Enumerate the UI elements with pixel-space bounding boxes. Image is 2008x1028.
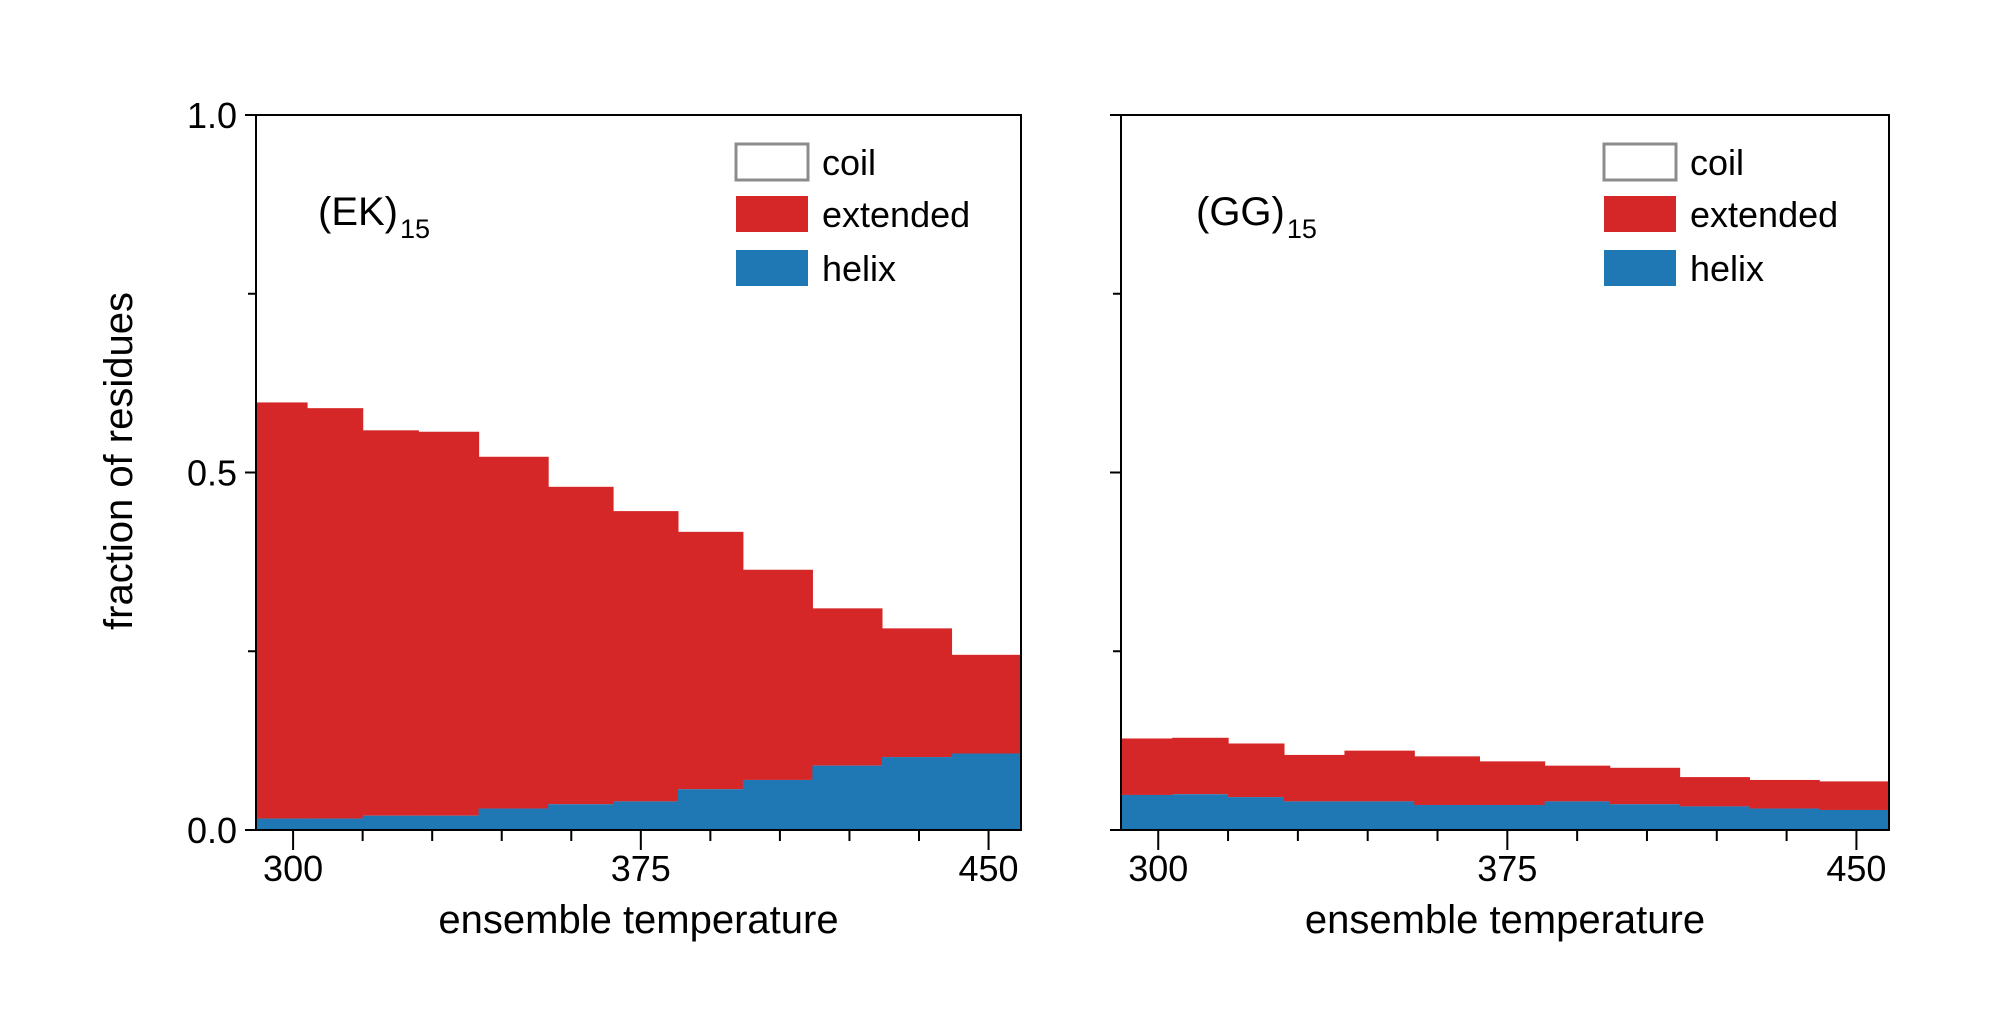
legend-label-extended: extended [822,194,970,235]
extended-bar [1819,781,1890,810]
extended-bar [418,431,480,816]
extended-bar [677,531,744,790]
legend-swatch-extended [736,196,808,232]
helix-bar [1121,794,1173,830]
legend-label-coil: coil [822,142,876,183]
helix-bar [742,779,813,830]
extended-bar [548,486,614,805]
helix-bar [307,818,364,830]
helix-bar [951,753,1022,830]
x-tick-label: 450 [1826,848,1886,889]
y-axis-label-group: fraction of residues [97,292,141,630]
extended-bar [1479,761,1546,805]
legend-label-helix: helix [1690,248,1764,289]
helix-bar [677,789,744,830]
x-axis-label: ensemble temperature [438,898,838,942]
panel-label: (EK) [318,190,398,234]
legend-swatch-helix [1604,250,1676,286]
helix-bar [362,815,419,830]
legend-swatch-coil [1602,142,1678,182]
helix-bar [1544,801,1611,830]
legend-label-coil: coil [1690,142,1744,183]
panel-label: (GG) [1196,190,1285,234]
extended-bar [742,569,813,780]
y-tick-label: 0.0 [187,810,237,851]
x-tick-label: 375 [611,848,671,889]
helix-bar [1344,801,1415,830]
extended-bar [1172,737,1229,795]
legend-label-helix: helix [822,248,896,289]
extended-bar [1283,754,1346,802]
extended-bar [1544,765,1611,802]
helix-bar [418,815,480,830]
legend-swatch-helix [736,250,808,286]
helix-bar [256,818,308,830]
x-tick-label: 300 [1128,848,1188,889]
y-axis-label: fraction of residues [97,292,141,630]
extended-bar [1121,738,1173,795]
extended-bar [307,408,364,819]
helix-bar [1479,804,1546,830]
extended-bar [1609,767,1681,805]
helix-bar [1609,804,1681,830]
panel-ek15: 0.0 0.5 1.0 300 375 450 ensemble temperature (E… [187,95,1022,942]
extended-bar [1679,777,1750,807]
legend-swatch-extended [1604,196,1676,232]
extended-bar [951,654,1022,754]
panel-gg15: 300 375 450 ensemble temperature (GG) 15 coil e… [1110,114,1890,942]
helix-bar [1283,801,1346,830]
helix-bar [1819,809,1890,830]
extended-bar [478,456,549,809]
helix-bar [478,808,549,830]
legend-label-extended: extended [1690,194,1838,235]
helix-bar [812,765,883,830]
helix-bar [548,804,614,830]
x-axis-label: ensemble temperature [1305,898,1705,942]
extended-bar [1414,756,1480,805]
helix-bar [881,757,953,830]
helix-bar [1749,808,1820,830]
legend-swatch-coil [734,142,810,182]
x-tick-label: 450 [959,848,1019,889]
y-tick-label: 0.5 [187,453,237,494]
extended-bar [1749,779,1820,809]
extended-bar [1344,750,1415,802]
panel-label-subscript: 15 [400,214,430,244]
helix-bar [1228,797,1285,830]
extended-bar [812,608,883,766]
extended-bar [1228,743,1285,798]
panel-label-subscript: 15 [1287,214,1317,244]
extended-bar [881,628,953,758]
helix-bar [613,801,679,830]
y-tick-label: 1.0 [187,95,237,136]
x-tick-label: 300 [263,848,323,889]
extended-bar [613,511,679,802]
extended-bar [256,402,308,819]
extended-bar [362,430,419,816]
x-tick-label: 375 [1477,848,1537,889]
helix-bar [1172,794,1229,830]
helix-bar [1679,806,1750,830]
helix-bar [1414,804,1480,830]
